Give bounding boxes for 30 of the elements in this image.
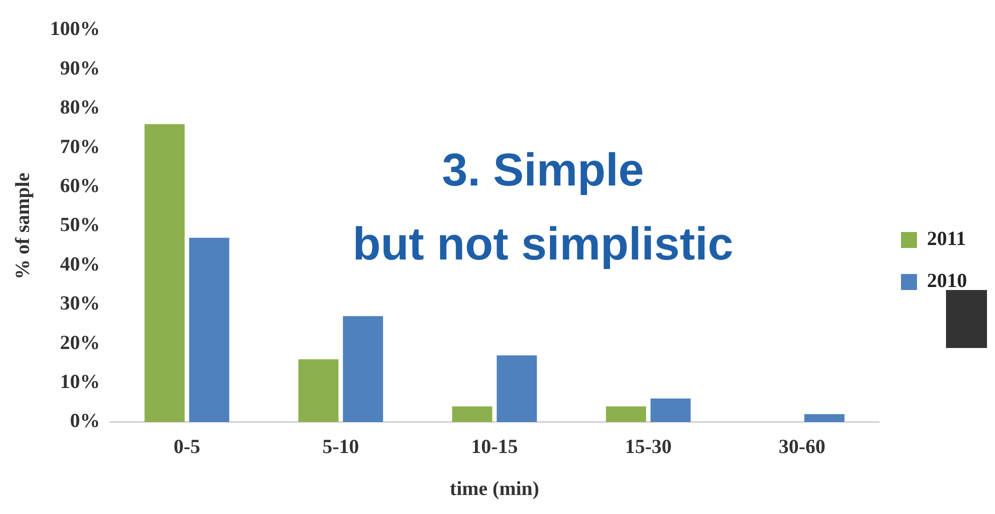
bar [144,124,185,422]
bar [298,359,338,422]
bar [189,238,230,422]
x-tick-label: 0-5 [174,436,200,458]
bar [452,406,492,422]
y-tick-label: 30% [60,292,100,315]
y-tick-label: 70% [60,136,100,158]
x-axis-title: time (min) [450,478,540,500]
bar [804,414,844,422]
x-tick-label: 30-60 [778,436,826,458]
bar [496,355,537,422]
x-tick-label: 5-10 [322,436,360,458]
y-axis-title: % of sample [12,172,34,280]
y-tick-label: 20% [60,332,100,354]
y-tick-label: 90% [60,57,100,80]
bar [342,316,384,422]
y-tick-label: 100% [50,18,100,40]
bar [650,398,691,422]
annotation: 3. Simple but not simplistic [352,144,734,270]
y-tick-label: 10% [60,370,100,393]
y-tick-label: 40% [60,253,100,276]
legend-label: 2010 [927,270,967,292]
y-tick-label: 0% [70,410,100,432]
x-tick-label: 15-30 [624,436,672,458]
y-tick-label: 80% [60,96,100,119]
legend-label: 2011 [927,228,966,250]
x-tick-label: 10-15 [471,436,518,458]
bar [606,406,646,422]
y-tick-label: 60% [60,174,100,197]
y-tick-label: 50% [60,214,100,236]
